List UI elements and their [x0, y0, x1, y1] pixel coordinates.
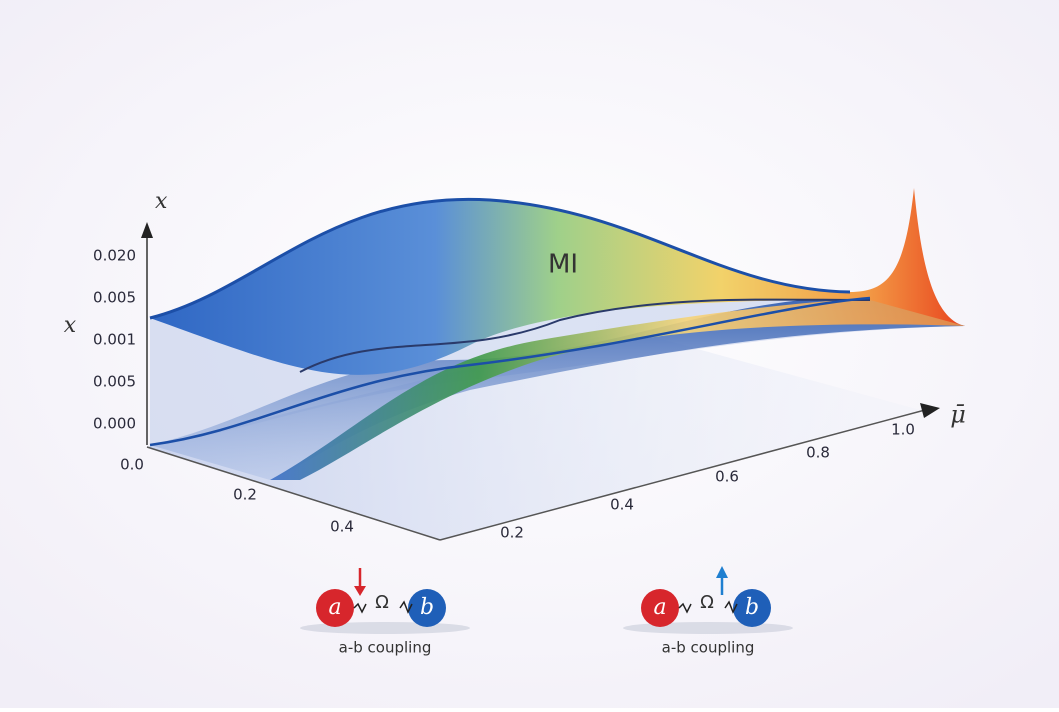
particle-label: a: [653, 595, 666, 620]
upper-surface: [150, 188, 965, 375]
caption: a-b coupling: [339, 639, 432, 657]
particle-label: b: [420, 595, 434, 620]
tick-label: 0.005: [93, 289, 136, 307]
coupling-symbol: Ω: [700, 592, 714, 613]
tick-label: 0.020: [93, 247, 136, 265]
axis-label: x: [155, 189, 168, 214]
particle-label: a: [328, 595, 341, 620]
axis-label: μ̄: [950, 401, 966, 429]
particle-a: [316, 589, 354, 627]
arrow-head: [716, 566, 728, 578]
tick-label: 0.2: [500, 524, 524, 542]
arrow-head: [354, 586, 366, 596]
particle-label: b: [745, 595, 759, 620]
tick-label: 0.000: [93, 415, 136, 433]
middle-band: [270, 298, 965, 480]
coupling-symbol: Ω: [375, 592, 389, 613]
tick-label: 0.001: [93, 331, 136, 349]
edge-line: [149, 296, 871, 447]
tick-label: 0.4: [610, 496, 634, 514]
axis-arrow: [141, 222, 153, 238]
spring: [353, 600, 413, 614]
particle-b: [733, 589, 771, 627]
spring: [678, 600, 738, 614]
tick-label: 0.6: [715, 468, 739, 486]
floor: [147, 330, 920, 540]
axis-arrow: [920, 403, 940, 418]
tick-label: 0.4: [330, 518, 354, 536]
caption: a-b coupling: [662, 639, 755, 657]
tick-label: 0.005: [93, 373, 136, 391]
contour-line: [299, 298, 871, 373]
tick-label: 0.0: [120, 456, 144, 474]
tick-label: 0.2: [233, 486, 257, 504]
axis-label: x: [64, 313, 77, 338]
shadow: [623, 622, 793, 634]
tick-label: 1.0: [891, 421, 915, 439]
region-label: MI: [548, 250, 578, 280]
tick-label: 0.8: [806, 444, 830, 462]
ridge-line: [149, 197, 851, 320]
mu-axis: [439, 409, 926, 541]
depth-axis: [146, 446, 441, 541]
particle-a: [641, 589, 679, 627]
particle-b: [408, 589, 446, 627]
